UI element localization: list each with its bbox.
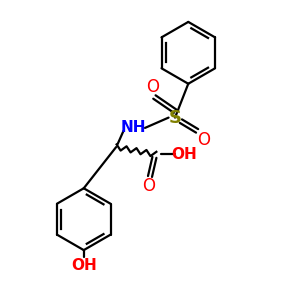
Text: O: O [146, 78, 159, 96]
Text: NH: NH [121, 120, 147, 135]
Text: OH: OH [71, 258, 97, 273]
Text: O: O [142, 177, 155, 195]
Text: S: S [169, 109, 182, 127]
Text: O: O [197, 131, 210, 149]
Text: OH: OH [171, 147, 197, 162]
